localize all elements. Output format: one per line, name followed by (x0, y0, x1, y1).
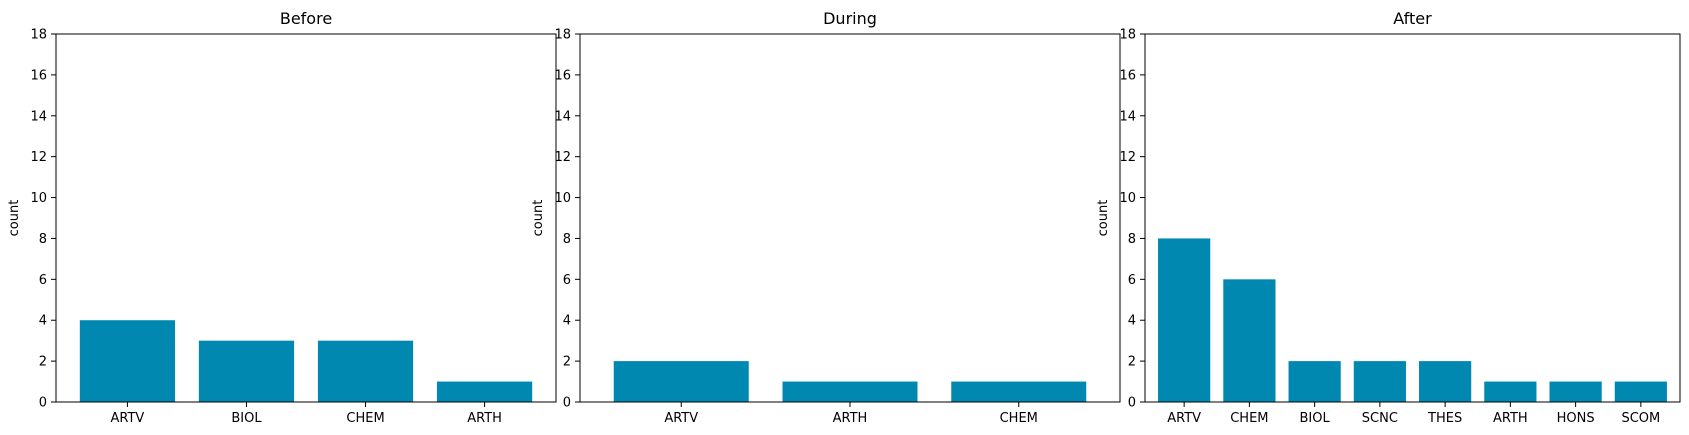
x-tick-label: HONS (1557, 411, 1595, 426)
x-tick-label: ARTH (833, 411, 868, 426)
x-tick-label: CHEM (1000, 411, 1038, 426)
y-tick-label: 12 (554, 150, 571, 165)
x-tick-label: ARTV (1167, 411, 1201, 426)
y-tick-label: 12 (30, 150, 47, 165)
y-tick-label: 10 (1119, 191, 1136, 206)
bar-arth (782, 381, 918, 402)
y-tick-label: 18 (1119, 28, 1136, 43)
chart-title: Before (280, 9, 332, 28)
subplot-during: During 0 2 4 6 8 10 12 14 16 18 count ARTV ARTH CHEM (531, 9, 1121, 426)
y-tick-label: 14 (30, 109, 47, 124)
x-tick-label: BIOL (231, 411, 262, 426)
y-tick-label: 12 (1119, 150, 1136, 165)
bar-biol (198, 340, 295, 402)
y-tick-label: 18 (30, 28, 47, 43)
bar-chem (1223, 279, 1276, 402)
y-tick-label: 6 (39, 273, 47, 288)
y-tick-label: 2 (1128, 355, 1136, 370)
y-tick-label: 8 (1128, 232, 1136, 247)
subplot-after: After 0 2 4 6 8 10 12 14 16 18 count ARTV CHEM BIOL SCN… (1096, 9, 1681, 426)
plot-frame (1144, 33, 1681, 403)
y-tick-label: 18 (554, 28, 571, 43)
bar-biol (1288, 361, 1341, 402)
y-tick-label: 16 (1119, 68, 1136, 83)
bar-artv (79, 320, 176, 402)
plot-frame (55, 33, 557, 403)
y-tick-label: 6 (1128, 273, 1136, 288)
bar-scnc (1353, 361, 1406, 402)
x-tick-label: ARTH (467, 411, 502, 426)
y-tick-label: 10 (30, 191, 47, 206)
bar-scom (1614, 381, 1667, 402)
y-tick-label: 6 (563, 273, 571, 288)
y-tick-label: 14 (554, 109, 571, 124)
y-tick-label: 10 (554, 191, 571, 206)
y-tick-label: 14 (1119, 109, 1136, 124)
y-tick-label: 4 (563, 314, 571, 329)
y-tick-label: 8 (563, 232, 571, 247)
y-tick-label: 0 (39, 396, 47, 411)
bar-thes (1419, 361, 1472, 402)
x-tick-label: SCOM (1621, 411, 1660, 426)
y-axis-label: count (531, 200, 546, 237)
bar-artv (613, 361, 749, 402)
y-axis-label: count (7, 200, 22, 237)
y-tick-label: 0 (1128, 396, 1136, 411)
x-tick-label: THES (1427, 411, 1462, 426)
subplot-panels: Before 0 2 4 6 8 10 12 14 16 18 count ARTV BIOL CHEM AR… (7, 9, 1681, 426)
y-tick-label: 4 (1128, 314, 1136, 329)
x-tick-label: SCNC (1362, 411, 1398, 426)
x-tick-label: ARTV (111, 411, 145, 426)
chart-title: After (1393, 9, 1432, 28)
plot-frame (579, 33, 1121, 403)
y-tick-label: 2 (39, 355, 47, 370)
x-tick-label: ARTV (664, 411, 698, 426)
bar-chem (317, 340, 414, 402)
x-tick-label: ARTH (1493, 411, 1528, 426)
y-axis-label: count (1096, 200, 1111, 237)
y-tick-label: 0 (563, 396, 571, 411)
y-tick-label: 4 (39, 314, 47, 329)
y-tick-label: 8 (39, 232, 47, 247)
x-tick-label: CHEM (346, 411, 384, 426)
y-tick-label: 2 (563, 355, 571, 370)
chart-title: During (823, 9, 877, 28)
y-tick-label: 16 (30, 68, 47, 83)
x-tick-label: BIOL (1300, 411, 1331, 426)
bar-artv (1158, 238, 1211, 402)
x-tick-label: CHEM (1230, 411, 1268, 426)
bar-arth (1484, 381, 1537, 402)
y-tick-label: 16 (554, 68, 571, 83)
bar-hons (1549, 381, 1602, 402)
bar-chem (951, 381, 1087, 402)
subplot-before: Before 0 2 4 6 8 10 12 14 16 18 count ARTV BIOL CHEM AR… (7, 9, 557, 426)
bar-arth (436, 381, 533, 402)
